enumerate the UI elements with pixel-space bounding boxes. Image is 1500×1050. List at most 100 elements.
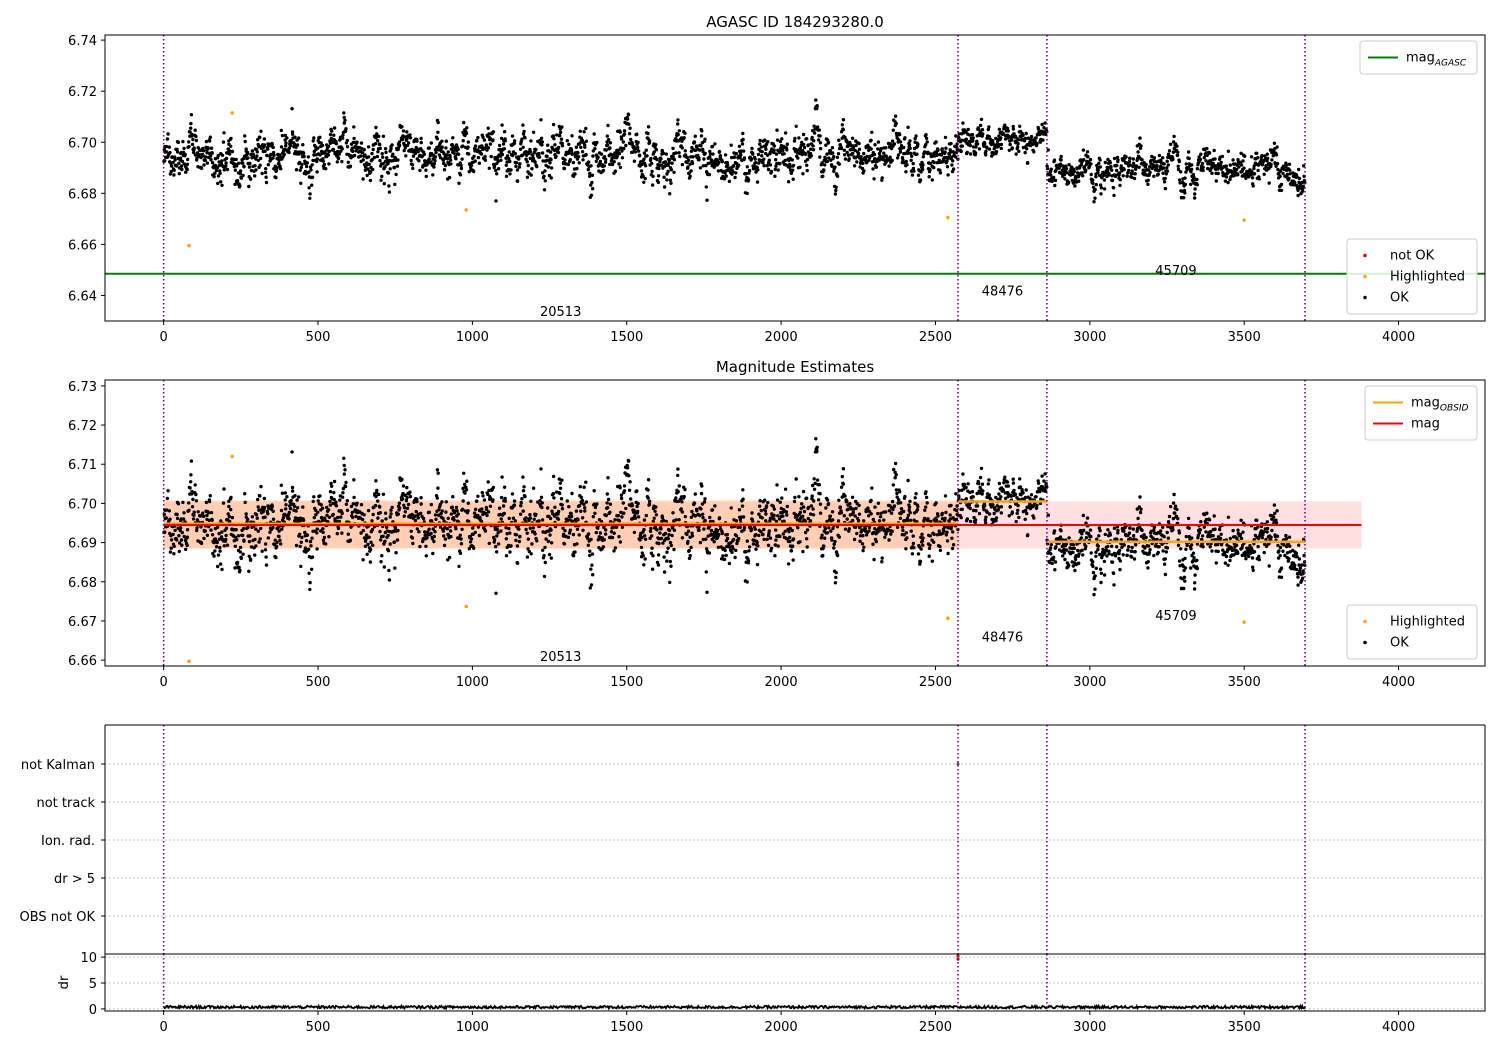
ok-point <box>638 538 642 542</box>
ok-point <box>831 518 835 522</box>
ok-point <box>635 132 639 136</box>
ok-point <box>220 567 224 572</box>
ok-point <box>657 166 661 171</box>
ok-point <box>708 149 712 154</box>
ok-point <box>672 170 676 174</box>
ok-point <box>478 515 482 520</box>
ok-point <box>1112 156 1117 161</box>
ok-point <box>772 517 776 521</box>
ok-point <box>424 554 428 558</box>
ok-point <box>436 130 440 134</box>
ok-point <box>646 496 650 500</box>
ok-point <box>840 123 844 127</box>
ok-point <box>1118 178 1123 182</box>
ok-point <box>643 537 648 541</box>
ok-point <box>404 498 409 503</box>
ok-point <box>1152 156 1157 160</box>
ok-point <box>515 168 520 172</box>
ok-point <box>846 153 851 157</box>
ok-point <box>818 511 823 515</box>
ok-point <box>655 157 659 162</box>
ok-point <box>924 495 929 500</box>
ok-point <box>830 510 835 514</box>
ok-point <box>812 139 816 143</box>
ok-point <box>1008 142 1012 147</box>
ok-point <box>220 183 224 187</box>
ok-point <box>750 146 754 151</box>
ok-point <box>650 183 655 187</box>
ok-point <box>908 146 912 150</box>
ok-point <box>224 537 228 542</box>
ok-point <box>636 145 640 150</box>
ok-point <box>667 158 672 162</box>
ok-point <box>440 145 444 149</box>
ok-point <box>179 164 184 168</box>
ok-point <box>569 511 573 516</box>
ok-point <box>813 481 817 485</box>
ok-point <box>175 512 179 517</box>
ok-point <box>961 121 965 125</box>
ok-point <box>943 494 948 498</box>
ok-point <box>604 513 608 518</box>
ok-point <box>181 139 185 144</box>
ok-point <box>217 531 221 536</box>
ok-point <box>397 501 402 505</box>
ok-point <box>661 518 666 523</box>
ok-point <box>297 136 301 140</box>
ok-point <box>508 159 512 164</box>
ok-point <box>239 176 244 180</box>
ok-point <box>255 516 259 520</box>
ok-point <box>168 150 172 155</box>
ok-point <box>233 566 237 570</box>
ok-point <box>652 150 656 154</box>
ok-point <box>649 551 654 555</box>
ok-point <box>164 150 168 154</box>
ok-point <box>683 131 687 135</box>
ok-point <box>342 472 346 476</box>
ok-point <box>310 183 314 187</box>
ok-point <box>214 545 219 549</box>
ok-point <box>731 170 735 174</box>
ok-point <box>1115 168 1119 173</box>
ok-point <box>1186 150 1191 154</box>
ok-point <box>1091 178 1095 182</box>
ok-point <box>501 504 506 508</box>
ok-point <box>648 536 652 540</box>
ok-point <box>613 546 618 550</box>
ok-point <box>1007 148 1011 152</box>
ok-point <box>1190 163 1194 167</box>
ok-point <box>677 151 681 155</box>
ok-point <box>371 167 375 172</box>
ok-point <box>763 138 767 142</box>
ok-point <box>959 149 963 154</box>
ok-point <box>750 511 754 515</box>
ok-point <box>525 175 530 179</box>
ok-point <box>386 549 391 553</box>
ok-point <box>212 174 216 179</box>
ok-point <box>241 533 245 538</box>
ok-point <box>693 492 697 496</box>
ok-point <box>818 155 822 159</box>
ok-point <box>630 503 634 508</box>
ok-point <box>636 149 641 153</box>
ok-point <box>765 537 769 541</box>
ok-point <box>504 526 508 530</box>
ok-point <box>476 525 481 529</box>
ok-point <box>595 140 599 145</box>
ok-point <box>584 500 589 504</box>
ok-point <box>774 158 778 162</box>
ok-point <box>669 543 673 548</box>
ok-point <box>447 175 452 180</box>
ok-point <box>246 525 250 530</box>
ok-point <box>888 155 892 159</box>
ok-point <box>1195 183 1200 187</box>
ok-point <box>222 487 226 491</box>
ok-point <box>1084 168 1088 172</box>
ok-point <box>613 169 618 173</box>
ok-point <box>636 140 640 145</box>
ok-point <box>818 502 823 506</box>
ok-point <box>1021 133 1025 138</box>
ok-point <box>1081 174 1085 178</box>
ok-point <box>334 504 339 508</box>
ok-point <box>971 145 976 149</box>
